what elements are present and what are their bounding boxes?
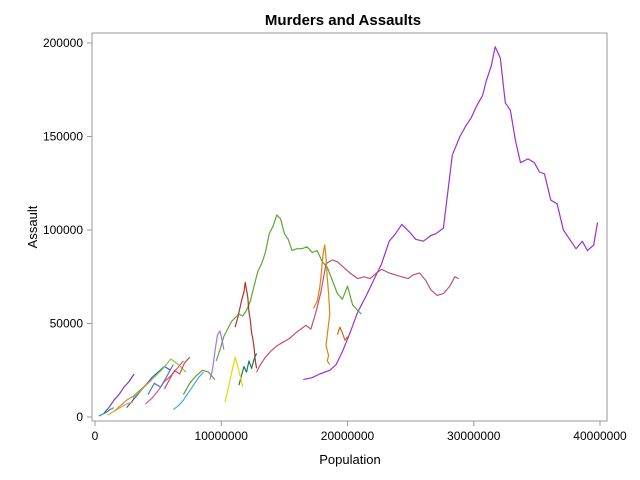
series-line-1 bbox=[303, 46, 599, 381]
plot-area-frame bbox=[91, 32, 608, 422]
series-line-9 bbox=[224, 356, 244, 403]
y-axis-ticks: 0 50000 100000 150000 200000 bbox=[43, 36, 92, 424]
series-line-15 bbox=[103, 373, 135, 414]
series-line-5 bbox=[336, 326, 348, 341]
series-line-20 bbox=[147, 364, 174, 395]
x-tick-label: 10000000 bbox=[195, 429, 249, 443]
x-tick-label: 30000000 bbox=[447, 429, 501, 443]
series-line-14 bbox=[113, 379, 153, 412]
series-line-19 bbox=[107, 401, 134, 416]
y-tick-label: 200000 bbox=[43, 36, 83, 50]
series-line-18 bbox=[182, 369, 216, 395]
x-tick-label: 0 bbox=[92, 429, 99, 443]
y-axis-label: Assault bbox=[25, 205, 40, 248]
series-line-3 bbox=[215, 214, 362, 362]
y-tick-label: 100000 bbox=[43, 223, 83, 237]
x-axis-ticks: 0 10000000 20000000 30000000 40000000 bbox=[92, 421, 627, 443]
x-tick-label: 20000000 bbox=[321, 429, 375, 443]
series-line-2 bbox=[256, 259, 459, 373]
series-line-6 bbox=[234, 281, 258, 369]
series-line-7 bbox=[209, 330, 225, 380]
y-tick-label: 0 bbox=[76, 410, 83, 424]
chart-title: Murders and Assaults bbox=[265, 12, 421, 29]
series-line-10 bbox=[172, 371, 205, 410]
x-tick-label: 40000000 bbox=[573, 429, 627, 443]
y-tick-label: 150000 bbox=[43, 130, 83, 144]
y-tick-label: 50000 bbox=[50, 317, 84, 331]
series-line-13 bbox=[132, 358, 187, 399]
series-line-8 bbox=[238, 353, 258, 386]
series-line-4 bbox=[312, 244, 331, 365]
series-line-17 bbox=[98, 407, 115, 417]
series-layer bbox=[98, 46, 599, 417]
x-axis-label: Population bbox=[319, 452, 380, 467]
series-line-16 bbox=[163, 356, 191, 390]
